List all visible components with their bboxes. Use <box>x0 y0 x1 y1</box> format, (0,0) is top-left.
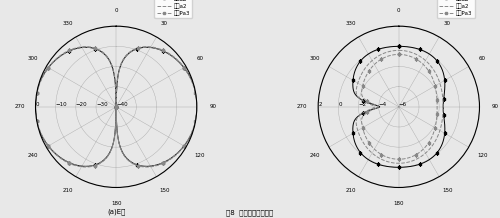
Title: (a)E面: (a)E面 <box>107 208 126 215</box>
Legend: 天线仿真, 天线a2, 天线Pa3: 天线仿真, 天线a2, 天线Pa3 <box>154 0 192 18</box>
Text: 图8  天线的辐射方向图: 图8 天线的辐射方向图 <box>226 209 274 216</box>
Legend: 天线仿真, 天线a2, 天线Pa3: 天线仿真, 天线a2, 天线Pa3 <box>437 0 474 18</box>
